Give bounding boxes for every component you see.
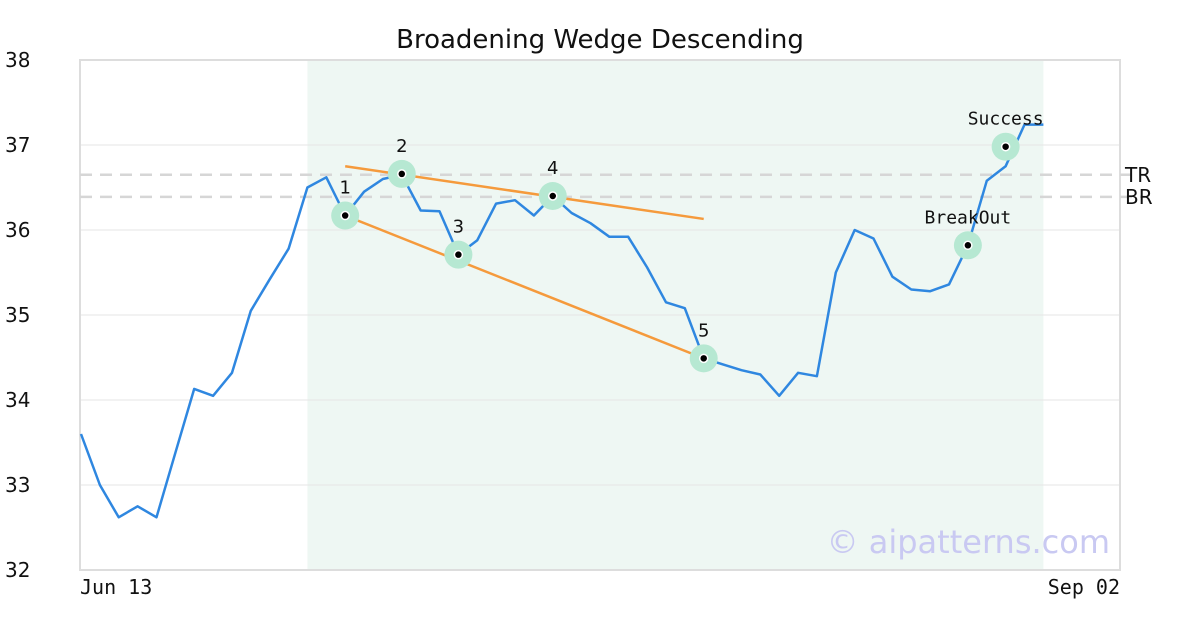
- point-dot-5: [698, 353, 709, 364]
- y-tick-label: 35: [5, 303, 30, 327]
- plot-frame: [79, 59, 1121, 571]
- y-tick-label: 34: [5, 388, 30, 412]
- point-label-4: 4: [547, 158, 558, 179]
- y-tick-label: 32: [5, 558, 30, 582]
- x-tick-end: Sep 02: [1048, 575, 1120, 599]
- point-dot-3: [453, 249, 464, 260]
- y-tick-label: 36: [5, 218, 30, 242]
- x-tick-start: Jun 13: [80, 575, 152, 599]
- point-dot-success: [1000, 141, 1011, 152]
- point-dot-1: [340, 210, 350, 221]
- point-label-success: Success: [968, 109, 1044, 130]
- point-dot-2: [397, 169, 407, 179]
- point-label-5: 5: [698, 320, 709, 341]
- point-label-2: 2: [396, 136, 407, 157]
- level-label-br: BR: [1125, 185, 1153, 209]
- point-dot-breakout: [963, 240, 973, 251]
- y-tick-label: 33: [5, 473, 30, 497]
- point-label-breakout: BreakOut: [925, 207, 1012, 228]
- y-tick-label: 38: [5, 48, 30, 72]
- trendline-2: [344, 214, 705, 360]
- chart-title: Broadening Wedge Descending: [396, 25, 804, 55]
- watermark: © aipatterns.com: [827, 523, 1110, 561]
- y-tick-label: 37: [5, 133, 30, 157]
- level-label-tr: TR: [1124, 163, 1151, 187]
- point-dot-4: [548, 191, 558, 201]
- point-label-1: 1: [339, 178, 350, 199]
- point-label-3: 3: [453, 217, 464, 238]
